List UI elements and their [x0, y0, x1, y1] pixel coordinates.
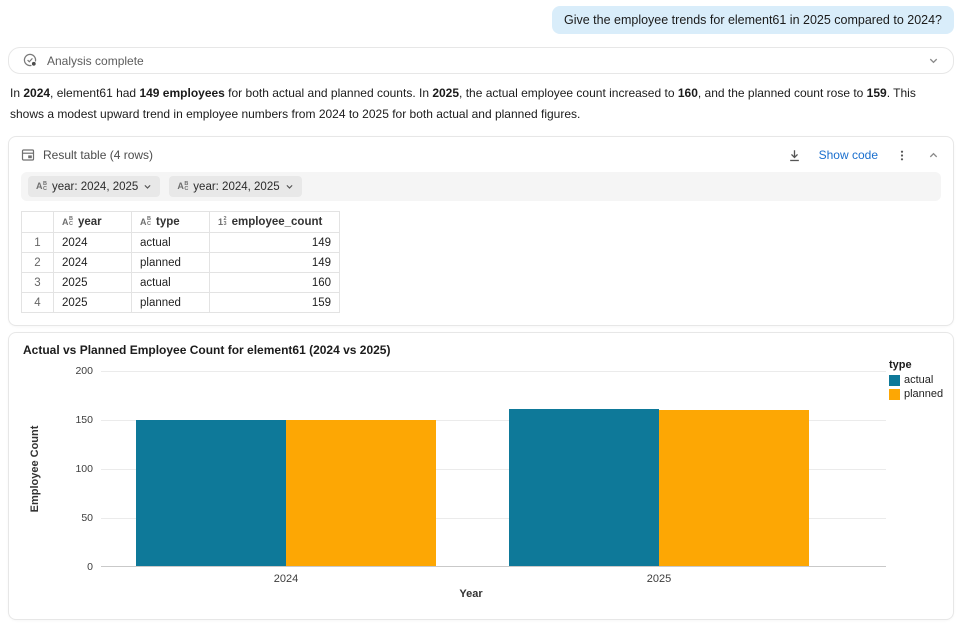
table-row: 4 2025 planned 159 [21, 292, 340, 313]
cell-type: planned [131, 292, 210, 313]
table-row: 2 2024 planned 149 [21, 252, 340, 273]
result-table-title: Result table (4 rows) [43, 148, 154, 162]
gridline [101, 420, 886, 421]
filter-chip-1[interactable]: A B C year: 2024, 2025 [169, 176, 302, 197]
cell-employee_count: 159 [209, 292, 340, 313]
cell-year: 2025 [53, 292, 132, 313]
legend-label: planned [904, 388, 944, 400]
cell-type: actual [131, 232, 210, 253]
row-number: 2 [21, 252, 54, 273]
show-code-button[interactable]: Show code [818, 148, 878, 162]
bar-planned-2024 [286, 420, 436, 566]
legend-item-planned: planned [889, 388, 943, 400]
collapse-chevron-up-button[interactable] [926, 148, 941, 163]
cell-year: 2025 [53, 272, 132, 293]
filter-chip-label: year: 2024, 2025 [51, 180, 139, 193]
table-row: 1 2024 actual 149 [21, 232, 340, 253]
y-tick-label: 50 [81, 512, 93, 524]
gridline [101, 469, 886, 470]
chart-title: Actual vs Planned Employee Count for ele… [23, 343, 391, 357]
legend-swatch [889, 374, 900, 386]
download-button[interactable] [786, 147, 803, 164]
user-message-row: Give the employee trends for element61 i… [0, 0, 962, 34]
row-number-header [21, 211, 54, 233]
legend-label: actual [904, 374, 934, 386]
filter-chip-label: year: 2024, 2025 [193, 180, 280, 193]
y-tick-label: 100 [75, 463, 93, 475]
chevron-down-icon [143, 182, 152, 191]
cell-employee_count: 149 [209, 232, 340, 253]
y-tick-label: 150 [75, 414, 93, 426]
x-tick-label: 2024 [273, 573, 299, 585]
bar-actual-2024 [136, 420, 286, 566]
legend-item-actual: actual [889, 374, 943, 386]
bar-actual-2025 [509, 409, 659, 566]
filter-chips-strip: A B C year: 2024, 2025 A B C year: 2024, 2025 [21, 172, 941, 201]
analysis-status-bar[interactable]: Analysis complete [8, 47, 954, 74]
x-tick-label: 2025 [646, 573, 672, 585]
legend-swatch [889, 388, 900, 400]
row-number: 1 [21, 232, 54, 253]
gridline [101, 518, 886, 519]
cell-employee_count: 160 [209, 272, 340, 293]
result-table-panel: Result table (4 rows) Show code [8, 136, 954, 326]
cell-type: planned [131, 252, 210, 273]
chart-plot-area [101, 371, 886, 567]
result-table-actions: Show code [786, 147, 941, 164]
legend-title: type [889, 359, 912, 371]
cell-employee_count: 149 [209, 252, 340, 273]
analysis-summary-text: In 2024, element61 had 149 employees for… [10, 86, 916, 121]
row-number: 3 [21, 272, 54, 293]
user-message: Give the employee trends for element61 i… [551, 6, 954, 34]
analysis-complete-icon [23, 53, 38, 68]
bar-planned-2025 [659, 410, 809, 566]
gridline [101, 371, 886, 372]
chart-legend: type actual planned [889, 359, 943, 402]
cell-type: actual [131, 272, 210, 293]
x-axis-title: Year [459, 588, 483, 600]
table-icon [21, 148, 35, 162]
row-number: 4 [21, 292, 54, 313]
result-table-header: Result table (4 rows) Show code [21, 143, 941, 167]
analysis-status-label: Analysis complete [47, 53, 144, 68]
cell-year: 2024 [53, 232, 132, 253]
filter-chip-0[interactable]: A B C year: 2024, 2025 [28, 176, 161, 197]
kebab-menu-button[interactable] [894, 147, 910, 164]
chevron-down-icon[interactable] [928, 55, 939, 66]
chevron-down-icon [285, 182, 294, 191]
y-axis-title: Employee Count [29, 425, 41, 513]
y-tick-label: 0 [87, 561, 93, 573]
y-tick-label: 200 [75, 365, 93, 377]
chart-panel: Actual vs Planned Employee Count for ele… [8, 332, 954, 620]
table-row: 3 2025 actual 160 [21, 272, 340, 293]
column-header-employee_count: 1 2 3 employee_count [209, 211, 340, 233]
cell-year: 2024 [53, 252, 132, 273]
